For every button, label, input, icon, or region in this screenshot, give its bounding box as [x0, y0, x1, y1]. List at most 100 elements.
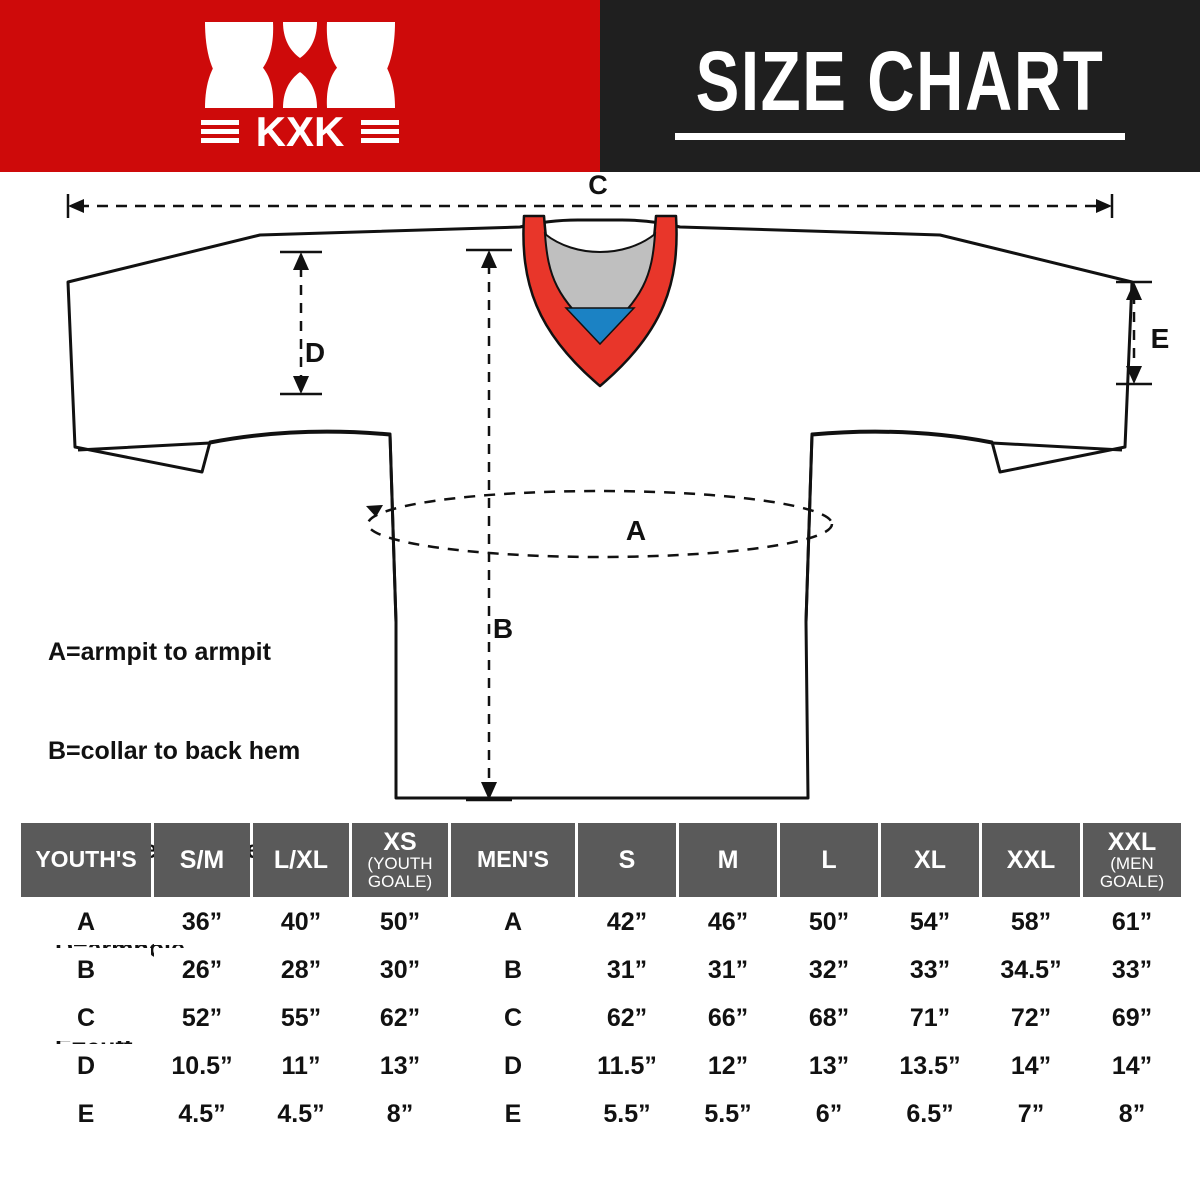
size-table: YOUTH'S S/M L/XL XS (YOUTH GOALE) MEN'S S M L XL X… — [18, 820, 1184, 1140]
dimension-label-a: A — [626, 515, 646, 546]
measurement-cell: 52” — [154, 996, 250, 1041]
measurement-cell: 36” — [154, 900, 250, 945]
measurement-cell: 31” — [578, 948, 676, 993]
col-header-label: XXL — [1107, 828, 1157, 857]
measurement-cell: 8” — [352, 1092, 448, 1137]
row-label-cell: D — [21, 1044, 151, 1089]
legend-line-a: A=armpit to armpit — [48, 638, 271, 666]
jersey-technical-drawing: C — [66, 170, 1170, 802]
col-header-m: M — [679, 823, 777, 897]
measurement-cell: 14” — [1083, 1044, 1181, 1089]
measurement-cell: 33” — [1083, 948, 1181, 993]
kxk-logo: KXK — [201, 22, 399, 155]
kxk-wordmark: KXK — [256, 108, 345, 155]
measurement-cell: 62” — [352, 996, 448, 1041]
measurement-cell: 13.5” — [881, 1044, 979, 1089]
row-label-cell: A — [451, 900, 575, 945]
row-label-cell: D — [451, 1044, 575, 1089]
col-header-s: S — [578, 823, 676, 897]
measurement-cell: 5.5” — [578, 1092, 676, 1137]
measurement-cell: 4.5” — [154, 1092, 250, 1137]
col-header-label: L — [821, 846, 837, 874]
col-header-lxl: L/XL — [253, 823, 349, 897]
measurement-cell: 6” — [780, 1092, 878, 1137]
title-panel: SIZE CHART — [600, 0, 1200, 172]
col-header-label: XL — [914, 846, 946, 874]
measurement-cell: 11” — [253, 1044, 349, 1089]
col-header-label: S — [618, 846, 636, 874]
dimension-label-d: D — [305, 337, 325, 368]
dimension-label-b: B — [493, 613, 513, 644]
page-title: SIZE CHART — [695, 33, 1105, 128]
table-header-row: YOUTH'S S/M L/XL XS (YOUTH GOALE) MEN'S S M L XL X… — [21, 823, 1181, 897]
measurement-cell: 72” — [982, 996, 1080, 1041]
measurement-cell: 69” — [1083, 996, 1181, 1041]
measurement-cell: 12” — [679, 1044, 777, 1089]
measurement-cell: 26” — [154, 948, 250, 993]
row-label-cell: E — [451, 1092, 575, 1137]
brand-panel: KXK — [0, 0, 600, 172]
measurement-cell: 34.5” — [982, 948, 1080, 993]
col-header-label: XXL — [1006, 846, 1056, 874]
dimension-c: C — [66, 170, 1114, 218]
measurement-cell: 5.5” — [679, 1092, 777, 1137]
col-header-label: L/XL — [273, 846, 329, 874]
row-label-cell: B — [21, 948, 151, 993]
col-header-xs: XS (YOUTH GOALE) — [352, 823, 448, 897]
table-row: E 4.5” 4.5” 8” E 5.5” 5.5” 6” 6.5” 7” 8” — [21, 1092, 1181, 1137]
size-table-container: YOUTH'S S/M L/XL XS (YOUTH GOALE) MEN'S S M L XL X… — [18, 820, 1184, 1140]
measurement-cell: 42” — [578, 900, 676, 945]
col-header-xxl_goale: XXL (MEN GOALE) — [1083, 823, 1181, 897]
measurement-cell: 40” — [253, 900, 349, 945]
col-header-label: S/M — [179, 846, 225, 874]
col-header-youths: YOUTH'S — [21, 823, 151, 897]
col-header-mens: MEN'S — [451, 823, 575, 897]
col-header-xl: XL — [881, 823, 979, 897]
dimension-d: D — [280, 250, 325, 396]
table-row: C 52” 55” 62” C 62” 66” 68” 71” 72” 69” — [21, 996, 1181, 1041]
measurement-cell: 30” — [352, 948, 448, 993]
legend-line-b: B=collar to back hem — [48, 737, 301, 765]
measurement-cell: 58” — [982, 900, 1080, 945]
measurement-cell: 66” — [679, 996, 777, 1041]
measurement-cell: 13” — [780, 1044, 878, 1089]
collar — [522, 214, 678, 388]
measurement-cell: 7” — [982, 1092, 1080, 1137]
left-sleeve-underseam — [77, 430, 391, 452]
table-row: A 36” 40” 50” A 42” 46” 50” 54” 58” 61” — [21, 900, 1181, 945]
jersey-diagram: C — [0, 170, 1200, 1062]
page-header: KXK SIZE CHART — [0, 0, 1200, 172]
dimension-b: B — [466, 248, 513, 802]
col-header-label: XS — [383, 828, 417, 857]
collar-inner — [543, 231, 657, 338]
measurement-cell: 68” — [780, 996, 878, 1041]
measurement-cell: 4.5” — [253, 1092, 349, 1137]
measurement-cell: 28” — [253, 948, 349, 993]
measurement-cell: 62” — [578, 996, 676, 1041]
measurement-cell: 32” — [780, 948, 878, 993]
col-header-label: M — [717, 846, 739, 874]
col-header-sublabel: (MEN GOALE) — [1099, 854, 1165, 891]
col-header-sm: S/M — [154, 823, 250, 897]
measurement-cell: 50” — [352, 900, 448, 945]
row-label-cell: B — [451, 948, 575, 993]
dimension-a: A — [366, 489, 834, 559]
measurement-cell: 33” — [881, 948, 979, 993]
col-header-l: L — [780, 823, 878, 897]
measurement-cell: 46” — [679, 900, 777, 945]
measurement-cell: 54” — [881, 900, 979, 945]
col-header-xxl: XXL — [982, 823, 1080, 897]
measurement-cell: 14” — [982, 1044, 1080, 1089]
col-header-sublabel: (YOUTH GOALE) — [367, 854, 433, 891]
collar-accent — [564, 307, 636, 346]
measurement-cell: 50” — [780, 900, 878, 945]
dimension-label-e: E — [1151, 323, 1170, 354]
row-label-cell: A — [21, 900, 151, 945]
measurement-cell: 13” — [352, 1044, 448, 1089]
col-header-label: YOUTH'S — [35, 846, 137, 873]
table-row: B 26” 28” 30” B 31” 31” 32” 33” 34.5” 33” — [21, 948, 1181, 993]
right-sleeve-underseam — [811, 430, 1123, 452]
row-label-cell: C — [451, 996, 575, 1041]
measurement-cell: 6.5” — [881, 1092, 979, 1137]
